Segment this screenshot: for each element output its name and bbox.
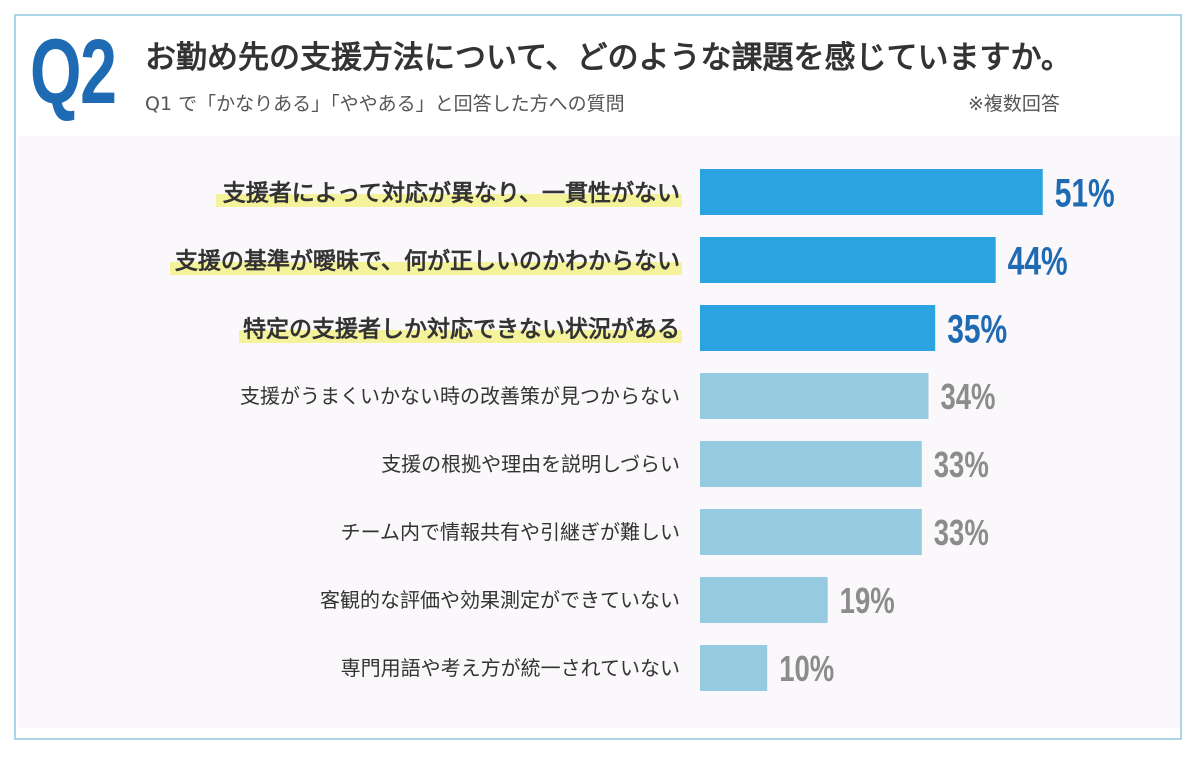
value-label: 33% — [934, 512, 989, 553]
category-label: 支援者によって対応が異なり、一貫性がない — [222, 179, 680, 206]
category-label: 支援の基準が曖昧で、何が正しいのかわからない — [174, 247, 680, 274]
category-label: チーム内で情報共有や引継ぎが難しい — [341, 520, 680, 544]
value-label: 51% — [1055, 171, 1115, 215]
bar — [700, 441, 922, 487]
bar — [700, 373, 929, 419]
category-label: 客観的な評価や効果測定ができていない — [320, 588, 680, 612]
category-label: 支援の根拠や理由を説明しづらい — [381, 452, 680, 476]
bar — [700, 237, 996, 283]
label-highlight — [216, 194, 682, 207]
category-label: 特定の支援者しか対応できない状況がある — [243, 315, 680, 342]
question-subtitle: Q1 で「かなりある」「ややある」と回答した方への質問 — [145, 93, 625, 115]
bar — [700, 305, 936, 351]
chart-panel — [18, 136, 1180, 728]
value-label: 35% — [947, 307, 1007, 351]
value-label: 34% — [940, 376, 995, 417]
category-label: 支援がうまくいかない時の改善策が見つからない — [240, 384, 680, 408]
value-label: 19% — [840, 580, 895, 621]
bar — [700, 645, 768, 691]
label-highlight — [170, 262, 682, 275]
bar — [700, 509, 922, 555]
question-title: お勤め先の支援方法について、どのような課題を感じていますか。 — [145, 40, 1072, 76]
value-label: 33% — [934, 444, 989, 485]
value-label: 10% — [779, 648, 834, 689]
value-label: 44% — [1008, 239, 1068, 283]
label-highlight — [239, 330, 682, 343]
bar — [700, 577, 828, 623]
bar — [700, 169, 1043, 215]
category-label: 専門用語や考え方が統一されていない — [341, 656, 680, 680]
multiple-answer-note: ※複数回答 — [968, 93, 1060, 115]
